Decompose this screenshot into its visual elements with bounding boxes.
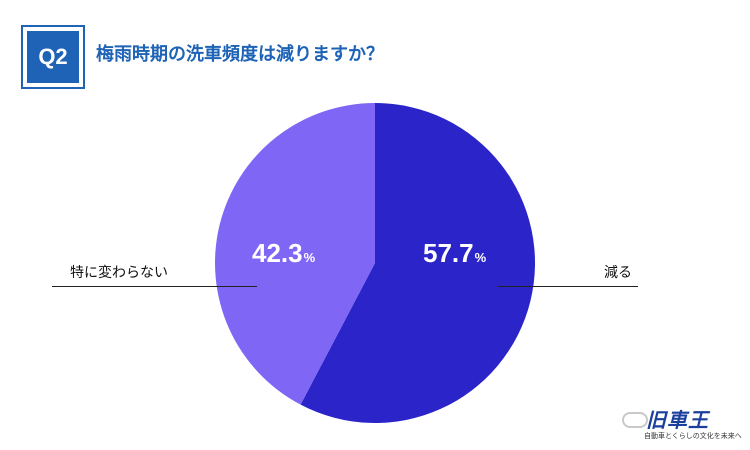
page-title: 梅雨時期の洗車頻度は減りますか？ [96, 44, 384, 65]
category-label-nochange: 特に変わらない [70, 265, 168, 281]
logo-wordmark: 旧車王 [646, 408, 709, 432]
logo-tagline: 自動車とくらしの文化を未来へ [644, 432, 742, 440]
slice-value-label-nochange: 42.3% [252, 238, 315, 269]
car-mark-icon [622, 412, 648, 428]
question-number: Q2 [27, 31, 79, 83]
category-label-reduce: 減る [604, 265, 632, 281]
slice-unit-reduce: % [474, 250, 487, 265]
question-badge: Q2 [21, 25, 85, 89]
pie-slice-0 [300, 103, 535, 423]
leader-line-left [52, 286, 257, 287]
slice-value-nochange: 42.3 [252, 238, 303, 268]
pie-slice-1 [214, 102, 375, 405]
slice-value-label-reduce: 57.7% [423, 238, 486, 269]
brand-logo: 旧車王 自動車とくらしの文化を未来へ [620, 404, 742, 446]
slice-value-reduce: 57.7 [423, 238, 474, 268]
leader-line-right [498, 286, 638, 287]
slice-unit-nochange: % [303, 250, 316, 265]
